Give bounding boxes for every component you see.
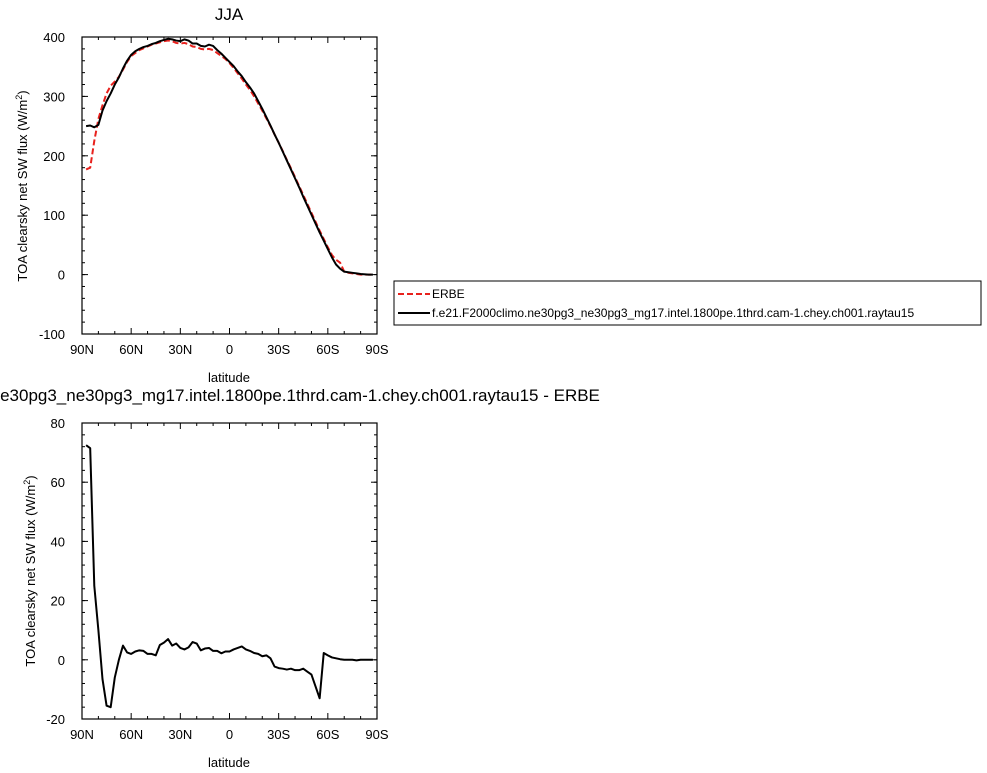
bottom-y-axis-label-sup: 2 — [22, 480, 32, 485]
bottom-axis-ticks: 90N 60N 30N 0 30S 60S 90S -20 0 20 40 60 80 — [46, 416, 389, 742]
top-y-axis-label: TOA clearsky net SW flux (W/m2) — [14, 90, 30, 281]
top-y-tick-label: 300 — [43, 89, 65, 104]
top-axis-ticks: 90N 60N 30N 0 30S 60S 90S -100 0 100 200 300 400 — [39, 30, 389, 357]
bottom-x-tick-label: 60S — [316, 727, 339, 742]
top-series-line-0 — [85, 39, 373, 276]
top-y-tick-label: -100 — [39, 327, 65, 342]
top-y-tick-label: 100 — [43, 208, 65, 223]
bottom-y-tick-label: 40 — [51, 534, 65, 549]
bottom-x-tick-label: 30S — [267, 727, 290, 742]
bottom-y-tick-label: -20 — [46, 712, 65, 727]
bottom-y-tick-label: 60 — [51, 475, 65, 490]
top-series-line-1 — [85, 37, 373, 276]
top-x-axis-label: latitude — [208, 370, 250, 385]
bottom-x-tick-label: 90N — [70, 727, 94, 742]
top-x-tick-label: 30S — [267, 342, 290, 357]
top-chart-title: JJA — [215, 5, 244, 24]
bottom-panel: e30pg3_ne30pg3_mg17.intel.1800pe.1thrd.c… — [0, 386, 600, 770]
bottom-y-tick-label: 80 — [51, 416, 65, 431]
top-x-tick-label: 60S — [316, 342, 339, 357]
bottom-x-axis-label: latitude — [208, 755, 250, 770]
legend-label-model: f.e21.F2000climo.ne30pg3_ne30pg3_mg17.in… — [432, 306, 914, 320]
bottom-x-tick-label: 30N — [168, 727, 192, 742]
top-y-tick-label: 0 — [58, 268, 65, 283]
top-y-tick-label: 200 — [43, 149, 65, 164]
top-x-tick-label: 60N — [119, 342, 143, 357]
top-x-tick-label: 90S — [365, 342, 388, 357]
top-panel: JJA 90N 60N 30N 0 30S 60S 90S -100 0 100 200 300 400… — [14, 5, 982, 385]
bottom-y-tick-label: 0 — [58, 653, 65, 668]
bottom-chart-title: e30pg3_ne30pg3_mg17.intel.1800pe.1thrd.c… — [0, 386, 600, 405]
legend-box — [393, 280, 982, 326]
bottom-y-axis-label: TOA clearsky net SW flux (W/m2) — [22, 475, 38, 666]
bottom-x-tick-label: 0 — [226, 727, 233, 742]
top-y-axis-label-end: ) — [15, 90, 30, 94]
top-x-tick-label: 0 — [226, 342, 233, 357]
bottom-y-axis-label-end: ) — [23, 475, 38, 479]
bottom-y-tick-label: 20 — [51, 594, 65, 609]
bottom-plot-frame — [81, 422, 378, 720]
top-x-tick-label: 30N — [168, 342, 192, 357]
top-y-axis-label-main: TOA clearsky net SW flux (W/m — [15, 100, 30, 282]
top-y-axis-label-sup: 2 — [14, 95, 24, 100]
top-y-tick-label: 400 — [43, 30, 65, 45]
bottom-series-group — [85, 444, 373, 709]
bottom-x-tick-label: 60N — [119, 727, 143, 742]
bottom-y-axis-label-main: TOA clearsky net SW flux (W/m — [23, 485, 38, 667]
legend-label-erbe: ERBE — [432, 287, 465, 301]
top-series-group — [85, 37, 373, 276]
top-plot-frame — [81, 36, 378, 335]
legend: ERBE f.e21.F2000climo.ne30pg3_ne30pg3_mg… — [393, 280, 982, 326]
bottom-x-tick-label: 90S — [365, 727, 388, 742]
bottom-series-line-0 — [85, 444, 373, 709]
top-x-tick-label: 90N — [70, 342, 94, 357]
